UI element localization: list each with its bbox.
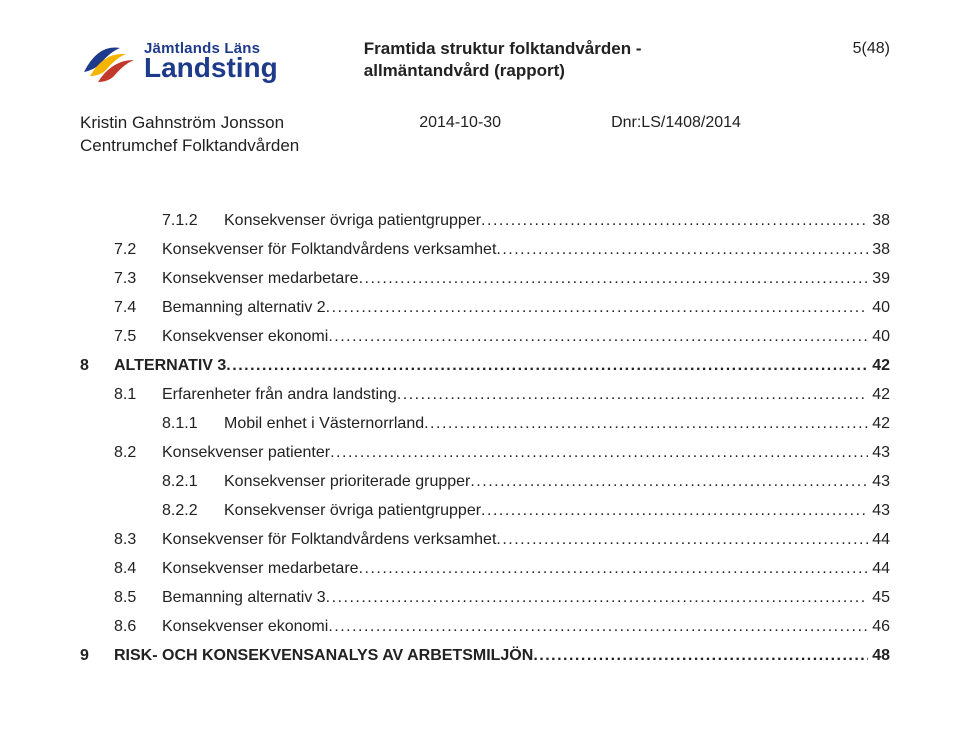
org-name-line2: Landsting xyxy=(144,54,278,82)
toc-entry-number: 8.3 xyxy=(114,531,162,549)
toc-entry-page: 39 xyxy=(868,270,890,288)
toc-entry-page: 43 xyxy=(868,444,890,462)
toc-leader-dots xyxy=(496,241,868,259)
doc-title-block: Framtida struktur folktandvården - allmä… xyxy=(278,38,830,82)
author-name: Kristin Gahnström Jonsson xyxy=(80,112,299,135)
toc-entry: 8.5Bemanning alternativ 3 45 xyxy=(114,589,890,607)
org-logo: Jämtlands Läns Landsting xyxy=(80,38,278,84)
toc-entry-page: 43 xyxy=(868,502,890,520)
toc-leader-dots xyxy=(326,299,869,317)
toc-entry-page: 43 xyxy=(868,473,890,491)
toc-entry-label: Konsekvenser prioriterade grupper xyxy=(224,473,470,491)
toc-entry-page: 48 xyxy=(868,647,890,665)
author-role: Centrumchef Folktandvården xyxy=(80,135,299,158)
author-block: Kristin Gahnström Jonsson Centrumchef Fo… xyxy=(80,112,299,158)
toc-leader-dots xyxy=(326,589,869,607)
toc-entry: 8ALTERNATIV 3 42 xyxy=(80,357,890,375)
toc-entry: 7.4Bemanning alternativ 2 40 xyxy=(114,299,890,317)
toc-leader-dots xyxy=(470,473,868,491)
page-header: Jämtlands Läns Landsting Framtida strukt… xyxy=(80,38,890,84)
toc-entry-label: Bemanning alternativ 3 xyxy=(162,589,326,607)
toc-leader-dots xyxy=(481,502,868,520)
toc-entry-number: 8.1 xyxy=(114,386,162,404)
toc-entry-page: 44 xyxy=(868,531,890,549)
toc-entry-number: 8.1.1 xyxy=(162,415,224,433)
toc-entry-number: 8.5 xyxy=(114,589,162,607)
toc-leader-dots xyxy=(424,415,868,433)
toc-entry-page: 40 xyxy=(868,299,890,317)
toc-entry: 7.5Konsekvenser ekonomi 40 xyxy=(114,328,890,346)
landsting-logo-icon xyxy=(80,38,138,84)
doc-dnr: Dnr:LS/1408/2014 xyxy=(611,114,741,158)
toc-entry: 8.2Konsekvenser patienter 43 xyxy=(114,444,890,462)
toc-leader-dots xyxy=(397,386,868,404)
toc-entry-page: 42 xyxy=(868,415,890,433)
toc-entry-page: 40 xyxy=(868,328,890,346)
toc-entry-number: 8.4 xyxy=(114,560,162,578)
toc-entry-page: 45 xyxy=(868,589,890,607)
toc-entry-number: 9 xyxy=(80,647,114,665)
doc-meta: 2014-10-30 Dnr:LS/1408/2014 xyxy=(299,112,890,158)
toc-entry: 8.6Konsekvenser ekonomi 46 xyxy=(114,618,890,636)
toc-entry-label: Konsekvenser för Folktandvårdens verksam… xyxy=(162,531,496,549)
toc-entry-label: RISK- OCH KONSEKVENSANALYS AV ARBETSMILJ… xyxy=(114,647,533,665)
page-subheader: Kristin Gahnström Jonsson Centrumchef Fo… xyxy=(80,112,890,158)
toc-entry: 8.4Konsekvenser medarbetare 44 xyxy=(114,560,890,578)
toc-entry: 8.1Erfarenheter från andra landsting 42 xyxy=(114,386,890,404)
toc-entry: 8.2.1Konsekvenser prioriterade grupper 43 xyxy=(162,473,890,491)
toc-entry: 8.3Konsekvenser för Folktandvårdens verk… xyxy=(114,531,890,549)
toc-entry-number: 7.4 xyxy=(114,299,162,317)
toc-entry-number: 7.2 xyxy=(114,241,162,259)
toc-entry: 7.1.2Konsekvenser övriga patientgrupper 3… xyxy=(162,212,890,230)
toc-entry: 7.2Konsekvenser för Folktandvårdens verk… xyxy=(114,241,890,259)
toc-entry-number: 7.1.2 xyxy=(162,212,224,230)
toc-entry-page: 44 xyxy=(868,560,890,578)
toc-entry-label: Erfarenheter från andra landsting xyxy=(162,386,397,404)
doc-title-line2: allmäntandvård (rapport) xyxy=(364,60,830,82)
toc-entry-label: ALTERNATIV 3 xyxy=(114,357,226,375)
toc-entry-page: 46 xyxy=(868,618,890,636)
toc-entry: 8.2.2Konsekvenser övriga patientgrupper 4… xyxy=(162,502,890,520)
toc-entry-label: Konsekvenser övriga patientgrupper xyxy=(224,212,481,230)
toc-entry-number: 8.2.2 xyxy=(162,502,224,520)
toc-entry-number: 7.3 xyxy=(114,270,162,288)
toc-entry-page: 42 xyxy=(868,386,890,404)
toc-entry-label: Konsekvenser ekonomi xyxy=(162,618,328,636)
toc-leader-dots xyxy=(226,357,868,375)
toc-leader-dots xyxy=(496,531,868,549)
toc-leader-dots xyxy=(359,270,869,288)
toc-entry: 9RISK- OCH KONSEKVENSANALYS AV ARBETSMIL… xyxy=(80,647,890,665)
toc-entry-label: Konsekvenser ekonomi xyxy=(162,328,328,346)
document-page: Jämtlands Läns Landsting Framtida strukt… xyxy=(0,0,960,753)
toc-leader-dots xyxy=(328,618,868,636)
toc-entry-label: Mobil enhet i Västernorrland xyxy=(224,415,424,433)
toc-entry-number: 8.2 xyxy=(114,444,162,462)
toc-entry-page: 38 xyxy=(868,212,890,230)
toc-entry-label: Konsekvenser patienter xyxy=(162,444,330,462)
table-of-contents: 7.1.2Konsekvenser övriga patientgrupper3… xyxy=(80,212,890,665)
toc-entry-label: Konsekvenser medarbetare xyxy=(162,270,359,288)
toc-leader-dots xyxy=(328,328,868,346)
toc-leader-dots xyxy=(481,212,868,230)
toc-leader-dots xyxy=(533,647,868,665)
toc-entry-number: 8.2.1 xyxy=(162,473,224,491)
toc-entry-page: 38 xyxy=(868,241,890,259)
toc-leader-dots xyxy=(359,560,869,578)
toc-entry-number: 8 xyxy=(80,357,114,375)
toc-entry-number: 7.5 xyxy=(114,328,162,346)
org-name: Jämtlands Läns Landsting xyxy=(144,41,278,82)
doc-title-line1: Framtida struktur folktandvården - xyxy=(364,38,830,60)
toc-entry-label: Konsekvenser för Folktandvårdens verksam… xyxy=(162,241,496,259)
toc-leader-dots xyxy=(330,444,868,462)
toc-entry-page: 42 xyxy=(868,357,890,375)
page-number: 5(48) xyxy=(830,38,890,58)
toc-entry: 7.3Konsekvenser medarbetare 39 xyxy=(114,270,890,288)
toc-entry-number: 8.6 xyxy=(114,618,162,636)
toc-entry-label: Konsekvenser medarbetare xyxy=(162,560,359,578)
toc-entry-label: Konsekvenser övriga patientgrupper xyxy=(224,502,481,520)
toc-entry-label: Bemanning alternativ 2 xyxy=(162,299,326,317)
doc-date: 2014-10-30 xyxy=(419,114,501,158)
toc-entry: 8.1.1Mobil enhet i Västernorrland 42 xyxy=(162,415,890,433)
